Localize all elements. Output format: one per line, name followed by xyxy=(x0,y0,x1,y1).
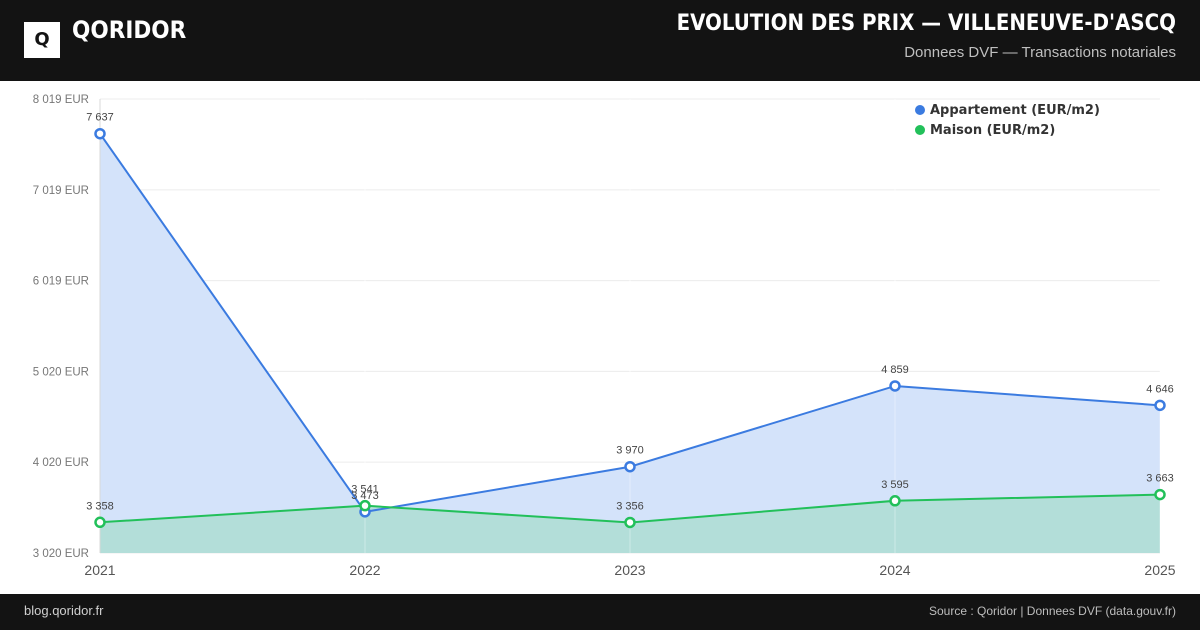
x-tick-label: 2023 xyxy=(614,562,645,578)
data-point-appartement xyxy=(624,460,636,473)
y-tick-label: 3 020 EUR xyxy=(33,548,89,560)
data-label-maison: 3 541 xyxy=(351,484,379,496)
legend-label-appartement: Appartement (EUR/m2) xyxy=(930,102,1100,118)
data-label-appartement: 7 637 xyxy=(86,112,114,124)
chart-subtitle: Donnees DVF — Transactions notariales xyxy=(904,44,1176,61)
y-tick-label: 7 019 EUR xyxy=(33,185,89,197)
data-label-appartement: 4 859 xyxy=(881,364,909,376)
legend-label-maison: Maison (EUR/m2) xyxy=(930,122,1056,138)
footer-site-link[interactable]: blog.qoridor.fr xyxy=(24,603,104,618)
logo[interactable]: Q xyxy=(24,22,60,58)
x-tick-label: 2024 xyxy=(879,562,910,578)
header-bar: Q QORIDOR EVOLUTION DES PRIX — VILLENEUV… xyxy=(0,0,1200,81)
chart-legend: Appartement (EUR/m2) Maison (EUR/m2) xyxy=(915,100,1100,140)
x-tick-label: 2021 xyxy=(84,562,115,578)
y-tick-label: 8 019 EUR xyxy=(33,94,89,106)
logo-letter: Q xyxy=(34,29,50,50)
data-point-maison xyxy=(889,495,901,507)
y-tick-label: 4 020 EUR xyxy=(33,457,89,469)
brand-name[interactable]: QORIDOR xyxy=(72,16,187,44)
data-label-maison: 3 358 xyxy=(86,500,114,512)
footer-bar: blog.qoridor.fr Source : Qoridor | Donne… xyxy=(0,594,1200,630)
y-tick-label: 5 020 EUR xyxy=(33,366,89,378)
data-label-maison: 3 595 xyxy=(881,479,909,491)
data-point-appartement xyxy=(889,380,901,392)
footer-source: Source : Qoridor | Donnees DVF (data.gou… xyxy=(928,604,1176,618)
data-point-maison xyxy=(624,516,636,529)
data-label-appartement: 4 646 xyxy=(1146,383,1174,395)
data-point-maison xyxy=(359,499,371,512)
legend-item-appartement[interactable]: Appartement (EUR/m2) xyxy=(915,100,1100,120)
area-appartement xyxy=(100,133,1160,553)
data-point-appartement xyxy=(94,127,106,140)
x-tick-label: 2022 xyxy=(349,562,380,578)
data-label-appartement: 3 970 xyxy=(616,445,644,457)
legend-marker-maison xyxy=(915,125,925,135)
data-label-maison: 3 663 xyxy=(1146,473,1174,485)
chart-title: EVOLUTION DES PRIX — VILLENEUVE-D'ASCQ xyxy=(676,11,1176,36)
data-point-appartement xyxy=(1154,399,1166,412)
price-evolution-chart: 3 020 EUR 4 020 EUR 5 020 EUR 6 019 EUR 7 01… xyxy=(33,94,1176,578)
data-point-maison xyxy=(1154,488,1166,501)
data-label-maison: 3 356 xyxy=(616,500,644,512)
data-label-appartement: 3 473 xyxy=(351,490,379,502)
legend-item-maison[interactable]: Maison (EUR/m2) xyxy=(915,120,1100,140)
y-tick-label: 6 019 EUR xyxy=(33,276,89,288)
data-point-maison xyxy=(94,516,106,529)
x-tick-label: 2025 xyxy=(1144,562,1175,578)
legend-marker-appartement xyxy=(915,105,925,115)
